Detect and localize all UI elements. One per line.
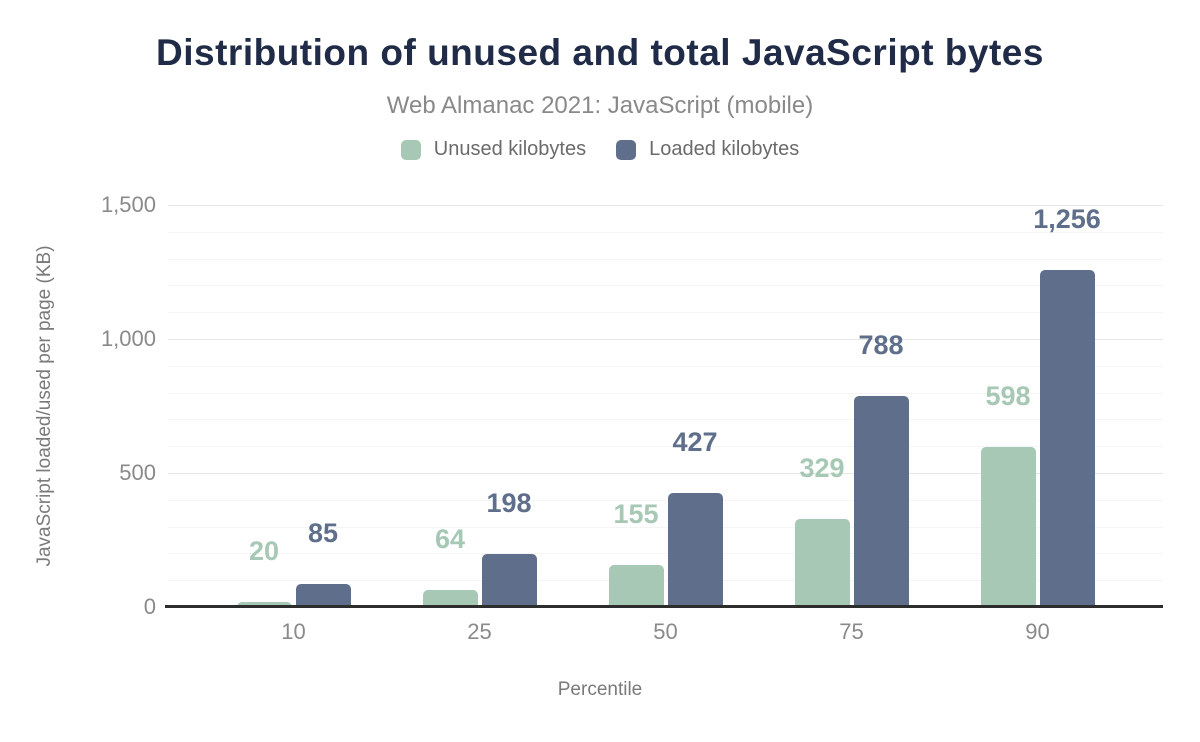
bar-value-label: 85 [307,518,339,548]
bar-value-label: 427 [672,427,718,457]
legend-label-loaded: Loaded kilobytes [649,138,800,160]
gridline-minor [168,232,1163,233]
chart-title: Distribution of unused and total JavaScr… [156,32,1044,73]
gridline-minor [168,527,1163,528]
bar-loaded-p25[interactable] [482,554,537,607]
gridline-minor [168,366,1163,367]
bar-value-label: 155 [613,499,659,529]
bar-unused-p10[interactable] [237,602,292,607]
y-axis-tick-label: 1,500 [100,192,156,217]
bar-value-label: 198 [486,488,532,518]
gridline-minor [168,419,1163,420]
gridline-major [168,339,1163,340]
bar-loaded-p90[interactable] [1040,270,1095,607]
gridline-minor [168,312,1163,313]
bar-value-label: 788 [858,330,904,360]
gridline-minor [168,500,1163,501]
x-axis-tick-label: 25 [467,619,492,644]
bar-value-label: 598 [985,381,1031,411]
legend-swatch-unused-icon [400,139,421,160]
y-axis-tick-label: 0 [143,594,156,619]
y-axis-tick-label: 1,000 [100,326,156,351]
x-axis-tick-label: 10 [281,619,306,644]
gridline-minor [168,393,1163,394]
legend-item-unused[interactable]: Unused kilobytes [400,138,587,161]
bar-value-label: 20 [248,536,280,566]
legend-item-loaded[interactable]: Loaded kilobytes [616,138,799,161]
x-axis-tick-label: 90 [1025,619,1050,644]
bar-unused-p90[interactable] [981,447,1036,607]
gridline-minor [168,285,1163,286]
gridline-minor [168,580,1163,581]
bar-loaded-p75[interactable] [854,396,909,607]
legend-swatch-loaded-icon [616,139,637,160]
gridline-major [168,473,1163,474]
x-axis-tick-label: 50 [653,619,678,644]
legend-label-unused: Unused kilobytes [433,138,587,160]
y-axis-tick-label: 500 [119,460,156,485]
bar-value-label: 64 [434,524,466,554]
bar-loaded-p10[interactable] [296,584,351,607]
legend: Unused kilobytes Loaded kilobytes [0,138,1200,161]
bar-value-label: 329 [799,453,845,483]
x-axis-tick-label: 75 [839,619,864,644]
x-axis-title: Percentile [557,679,643,700]
gridline-minor [168,553,1163,554]
bar-value-label: 1,256 [1033,204,1101,234]
gridline-minor [168,446,1163,447]
bar-loaded-p50[interactable] [668,493,723,607]
bar-unused-p75[interactable] [795,519,850,607]
gridline-major [168,205,1163,206]
bar-unused-p50[interactable] [609,565,664,607]
chart-subtitle: Web Almanac 2021: JavaScript (mobile) [386,92,814,119]
gridline-minor [168,259,1163,260]
x-axis-line [165,605,1163,608]
bar-unused-p25[interactable] [423,590,478,607]
